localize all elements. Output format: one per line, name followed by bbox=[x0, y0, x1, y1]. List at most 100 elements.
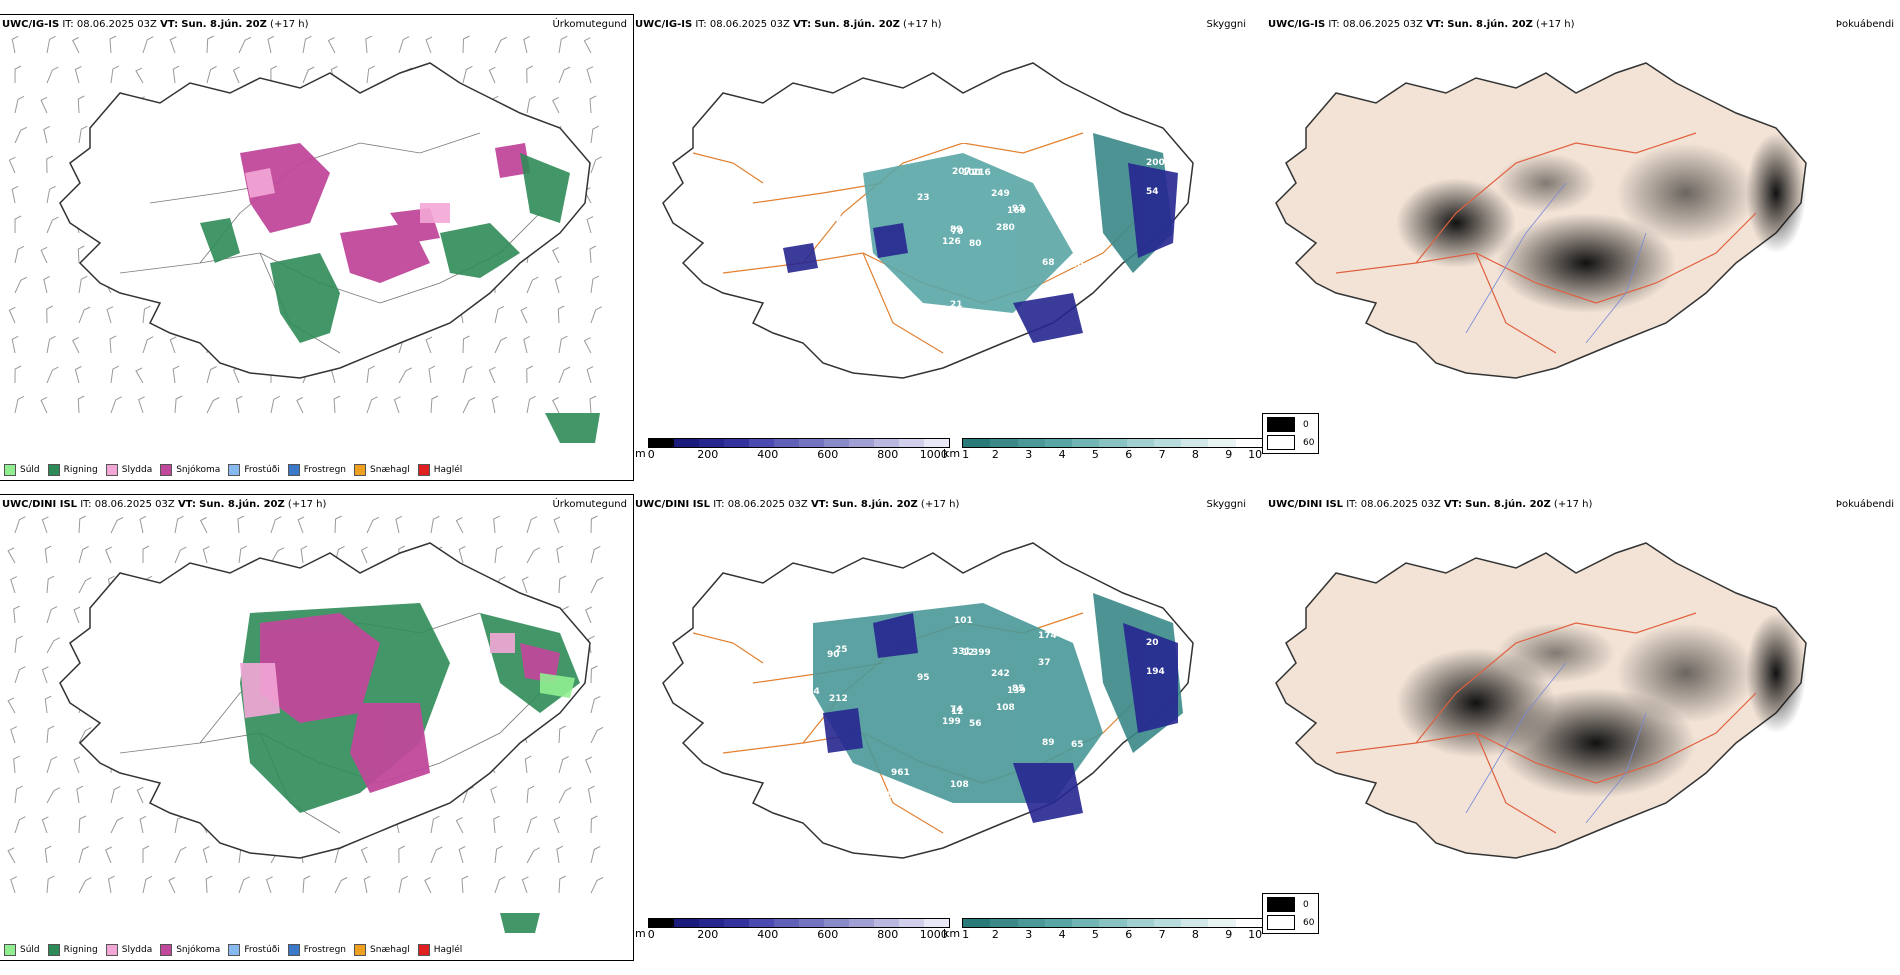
wind-barb bbox=[589, 395, 597, 414]
colorbar-cell bbox=[648, 439, 674, 447]
wind-barb bbox=[587, 635, 595, 654]
ceiling-value-label: 961 bbox=[891, 768, 910, 778]
colorbar-cell bbox=[873, 439, 899, 447]
colorbar-tick-label: 2 bbox=[991, 448, 999, 461]
colorbar-tick-label: 9 bbox=[1225, 928, 1233, 941]
wind-barb bbox=[430, 395, 439, 414]
ceiling-value-label: 231 bbox=[891, 288, 910, 298]
legend-item: Snæhagl bbox=[354, 944, 410, 956]
legend-item: Haglél bbox=[417, 464, 462, 476]
wind-barb bbox=[428, 365, 436, 384]
colorbar-tick-label: 200 bbox=[697, 928, 719, 941]
wind-barb bbox=[238, 545, 248, 564]
wind-barb bbox=[424, 876, 432, 894]
panel-title: UWC/DINI ISL IT: 08.06.2025 03Z VT: Sun.… bbox=[2, 499, 327, 510]
wind-barb bbox=[556, 845, 564, 864]
wind-barb bbox=[526, 395, 536, 414]
panel-variable: Skyggni bbox=[1206, 499, 1246, 510]
wind-barb bbox=[172, 65, 180, 84]
wind-barb bbox=[270, 395, 281, 414]
panel-variable: Þokuábendi bbox=[1835, 19, 1894, 30]
wind-barb bbox=[14, 245, 25, 264]
ceiling-value-label: 29 bbox=[1038, 151, 1051, 161]
ceiling-value-label: 30 bbox=[874, 311, 887, 321]
ceiling-value-label: 745 bbox=[841, 286, 860, 296]
colorbar-cell bbox=[1017, 439, 1045, 447]
legend-item: Rigning bbox=[47, 464, 98, 476]
wind-barb bbox=[46, 216, 59, 234]
wind-barb bbox=[552, 97, 560, 114]
wind-barb bbox=[142, 305, 151, 324]
colorbar-cell bbox=[823, 919, 849, 927]
wind-barb bbox=[46, 66, 59, 84]
snow-areas bbox=[260, 613, 560, 793]
wind-barb bbox=[334, 877, 348, 894]
rain-areas bbox=[200, 153, 600, 443]
wind-barb bbox=[14, 395, 25, 414]
wind-barb bbox=[142, 845, 150, 863]
wind-barb bbox=[78, 577, 92, 594]
wind-barb bbox=[7, 697, 16, 714]
colorbar-cell bbox=[1153, 439, 1182, 447]
wind-barb bbox=[462, 365, 473, 384]
ceiling-value-label: 216 bbox=[972, 168, 991, 178]
wind-barb bbox=[586, 66, 594, 84]
colorbar-tick-label: 800 bbox=[877, 448, 899, 461]
ceiling-value-label: 174 bbox=[1038, 631, 1057, 641]
colorbar-cell bbox=[748, 439, 774, 447]
wind-barb bbox=[526, 785, 535, 804]
wind-barb bbox=[135, 67, 144, 84]
wind-barb bbox=[78, 815, 87, 834]
wind-barb bbox=[493, 815, 500, 834]
colorbar-tick-label: 3 bbox=[1025, 448, 1033, 461]
fog-legend-label: 0 bbox=[1303, 899, 1309, 910]
wind-barb bbox=[270, 547, 285, 564]
wind-barb bbox=[586, 216, 594, 234]
wind-barb bbox=[46, 606, 58, 624]
ceiling-value-label: 845 bbox=[1033, 613, 1052, 623]
wind-barb bbox=[526, 365, 533, 384]
colorbar-cell bbox=[673, 919, 699, 927]
wind-barb bbox=[142, 36, 154, 54]
wind-barb bbox=[110, 65, 120, 84]
ceiling-value-label: 399 bbox=[972, 648, 991, 658]
wind-barb bbox=[44, 845, 52, 864]
ceiling-colorbar: m 0 200 400 600 800 1000 bbox=[635, 918, 950, 941]
colorbar-cell bbox=[1181, 439, 1209, 447]
wind-barb bbox=[526, 547, 541, 564]
wind-barb bbox=[78, 125, 88, 144]
wind-barb bbox=[558, 756, 569, 774]
ceiling-value-label: 427 bbox=[829, 214, 848, 224]
wind-barb bbox=[524, 755, 532, 774]
colorbar-tick-label: 1 bbox=[962, 928, 970, 941]
ceiling-value-label: 12 bbox=[850, 127, 863, 137]
drizzle-areas bbox=[540, 673, 575, 698]
colorbar-tick-label: 8 bbox=[1191, 448, 1199, 461]
legend-label: Slydda bbox=[121, 465, 153, 475]
visibility-map: 56 90 12 49 139 961 845 399 174 108 120 170 212 20 199… bbox=[662, 542, 1194, 859]
colorbar-cell bbox=[1153, 919, 1182, 927]
colorbar-tick-label: 7 bbox=[1158, 448, 1166, 461]
wind-barb bbox=[205, 875, 213, 894]
wind-barb bbox=[72, 337, 80, 354]
ceiling-value-labels: 56 90 12 49 139 961 845 399 174 108 120 170 212 20 199… bbox=[801, 607, 1165, 823]
wind-barb bbox=[77, 395, 85, 414]
wind-barb bbox=[110, 516, 124, 534]
colorbar-cell bbox=[963, 439, 991, 447]
wind-barb bbox=[270, 65, 278, 84]
colorbar-cell bbox=[990, 919, 1018, 927]
wind-barb bbox=[202, 846, 210, 864]
wind-barb bbox=[462, 65, 473, 84]
wind-barb bbox=[494, 545, 503, 564]
colorbar-tick-label: 6 bbox=[1125, 928, 1133, 941]
wind-barb bbox=[46, 575, 55, 594]
ceiling-value-label: 242 bbox=[991, 669, 1010, 679]
wind-barb bbox=[174, 846, 187, 864]
wind-barb bbox=[105, 846, 112, 864]
wind-barb bbox=[11, 185, 19, 204]
wind-barb bbox=[395, 515, 403, 534]
wind-barb bbox=[590, 125, 600, 144]
wind-barb bbox=[206, 397, 220, 414]
wind-barb bbox=[425, 336, 433, 354]
ceiling-value-label: 160 bbox=[1007, 206, 1026, 216]
